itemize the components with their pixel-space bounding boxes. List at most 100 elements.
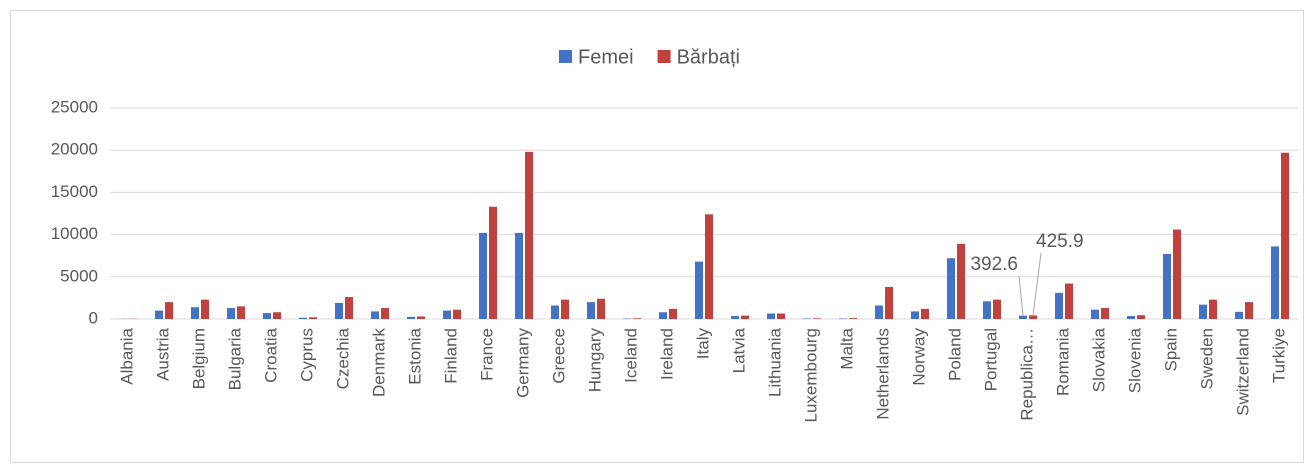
- x-tick-label: Lithuania: [765, 327, 784, 397]
- bar: [633, 318, 641, 319]
- bar: [659, 312, 667, 319]
- x-tick-label: Slovenia: [1125, 327, 1144, 393]
- x-tick-label: Turkiye: [1269, 328, 1288, 383]
- bar: [489, 206, 497, 319]
- bar: [957, 243, 965, 319]
- bar: [1065, 283, 1073, 319]
- bar: [309, 317, 317, 319]
- x-tick-label: Spain: [1161, 328, 1180, 371]
- y-tick-label: 5000: [60, 266, 98, 285]
- bar: [597, 298, 605, 319]
- x-tick-label: Poland: [945, 328, 964, 381]
- y-tick-label: 15000: [51, 182, 98, 201]
- bar: [155, 310, 163, 319]
- x-tick-label: Switzerland: [1233, 328, 1252, 416]
- x-tick-label: Romania: [1053, 327, 1072, 396]
- bar: [741, 315, 749, 319]
- bar: [1019, 315, 1027, 319]
- bar: [237, 306, 245, 319]
- bar: [1271, 246, 1279, 319]
- leader-line: [1018, 275, 1024, 316]
- bar: [381, 308, 389, 319]
- x-tick-label: Iceland: [621, 328, 640, 383]
- bar: [983, 301, 991, 319]
- bar: [849, 318, 857, 319]
- x-tick-label: Italy: [693, 328, 712, 360]
- legend-swatch: [657, 50, 671, 63]
- bar: [947, 258, 955, 319]
- chart-frame: [10, 10, 1304, 463]
- x-tick-label: Germany: [513, 328, 532, 398]
- x-tick-label: Latvia: [729, 327, 748, 373]
- bar: [1163, 254, 1171, 319]
- y-tick-label: 25000: [51, 97, 98, 116]
- bar: [1055, 292, 1063, 319]
- x-tick-label: Ireland: [657, 328, 676, 380]
- legend-label: Bărbați: [677, 46, 740, 68]
- y-tick-label: 10000: [51, 224, 98, 243]
- bar: [1091, 309, 1099, 319]
- bar: [273, 312, 281, 319]
- bar: [885, 286, 893, 319]
- bar: [911, 311, 919, 319]
- x-tick-label: Luxembourg: [801, 328, 820, 423]
- bar: [417, 316, 425, 319]
- data-label: 425.9: [1036, 231, 1084, 252]
- bar: [1137, 315, 1145, 319]
- x-tick-label: Republica…: [1017, 328, 1036, 421]
- legend-label: Femei: [578, 46, 634, 68]
- bar: [335, 302, 343, 319]
- bar: [705, 214, 713, 319]
- x-tick-label: Albania: [117, 327, 136, 384]
- bar: [263, 313, 271, 319]
- x-tick-label: Finland: [441, 328, 460, 384]
- x-tick-label: Croatia: [261, 327, 280, 382]
- bar: [525, 151, 533, 319]
- data-label: 392.6: [970, 254, 1018, 275]
- x-tick-label: Sweden: [1197, 328, 1216, 389]
- x-tick-label: Estonia: [405, 327, 424, 384]
- x-tick-label: Denmark: [369, 328, 388, 397]
- x-tick-label: Bulgaria: [225, 327, 244, 390]
- x-tick-label: Netherlands: [873, 328, 892, 420]
- bar: [551, 305, 559, 319]
- x-tick-label: Portugal: [981, 328, 1000, 391]
- x-tick-label: Czechia: [333, 327, 352, 389]
- bar: [1245, 302, 1253, 319]
- bar: [345, 297, 353, 319]
- x-tick-label: Greece: [549, 328, 568, 384]
- x-tick-label: Malta: [837, 327, 856, 369]
- bar: [1173, 229, 1181, 319]
- bar: [875, 305, 883, 319]
- y-tick-label: 20000: [51, 140, 98, 159]
- x-tick-label: Cyprus: [297, 328, 316, 382]
- bar: [515, 232, 523, 319]
- bar: [201, 299, 209, 319]
- y-tick-label: 0: [89, 308, 98, 327]
- x-tick-label: Hungary: [585, 328, 604, 393]
- bar: [731, 316, 739, 319]
- bar: [1209, 299, 1217, 319]
- bar: [669, 308, 677, 319]
- bar: [299, 317, 307, 319]
- bar: [443, 310, 451, 319]
- bar: [777, 313, 785, 319]
- bar: [453, 309, 461, 319]
- bar: [813, 318, 821, 319]
- bar: [803, 318, 811, 319]
- bar: [227, 308, 235, 319]
- bar: [921, 308, 929, 319]
- bar: [1029, 315, 1037, 319]
- x-tick-label: Norway: [909, 328, 928, 386]
- bar: [407, 316, 415, 319]
- bar: [561, 299, 569, 319]
- bar: [165, 302, 173, 319]
- x-tick-label: Belgium: [189, 328, 208, 389]
- x-tick-label: Slovakia: [1089, 327, 1108, 392]
- bar: [993, 299, 1001, 319]
- bar: [839, 318, 847, 319]
- bar: [1235, 311, 1243, 319]
- bar: [1199, 304, 1207, 319]
- bar: [1281, 152, 1289, 319]
